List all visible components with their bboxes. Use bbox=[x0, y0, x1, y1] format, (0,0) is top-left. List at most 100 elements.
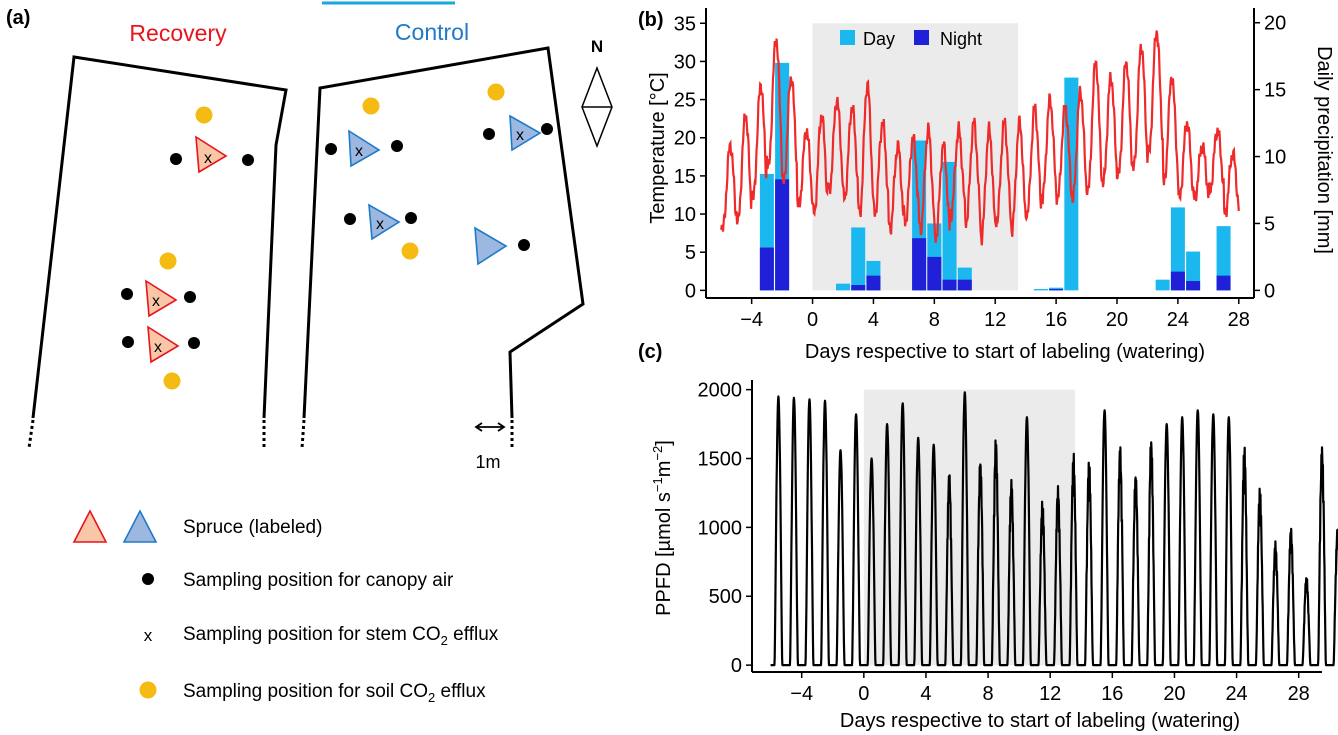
x-tick-label: 0 bbox=[858, 683, 869, 705]
panel-a: (a) Recovery Control N 1m bbox=[6, 1, 613, 705]
soil-position-dot bbox=[163, 372, 181, 390]
x-tick-label: 24 bbox=[1225, 683, 1247, 705]
precip-day-bar bbox=[1155, 279, 1170, 291]
canopy-position-dot bbox=[242, 154, 254, 166]
precip-night-bar bbox=[1170, 271, 1185, 291]
y-tick-label: 15 bbox=[674, 166, 696, 188]
y2-tick-label: 0 bbox=[1264, 280, 1275, 302]
canopy-position-dot bbox=[344, 213, 356, 225]
stem-position-x: x bbox=[204, 150, 212, 167]
precip-night-bar bbox=[775, 179, 790, 291]
precip-night-bar bbox=[1186, 281, 1201, 291]
precip-day-bar bbox=[835, 283, 851, 291]
y-tick-label: 10 bbox=[674, 204, 696, 226]
panel-b-y2-axis-title: Daily precipitation [mm] bbox=[1313, 46, 1335, 254]
panel-a-label: (a) bbox=[6, 7, 30, 29]
recovery-spruce-triangle bbox=[145, 279, 178, 318]
recovery-spruce-triangle bbox=[147, 325, 180, 364]
y-tick-label: 25 bbox=[674, 90, 696, 112]
stem-position-x: x bbox=[376, 216, 384, 233]
legend-night-label: Night bbox=[940, 29, 982, 49]
canopy-position-dot bbox=[518, 239, 530, 251]
x-tick-label: 28 bbox=[1228, 309, 1250, 331]
ppfd-line bbox=[769, 391, 1338, 667]
precip-night-bar bbox=[1049, 289, 1064, 291]
canopy-position-dot bbox=[391, 140, 403, 152]
legend-day-label: Day bbox=[863, 29, 895, 49]
stem-position-x: x bbox=[355, 143, 363, 160]
legend-soil-dot-icon bbox=[139, 681, 157, 699]
scale-label: 1m bbox=[475, 452, 500, 472]
precip-night-bar bbox=[1216, 275, 1231, 291]
panel-c-x-axis-title: Days respective to start of labeling (wa… bbox=[840, 710, 1240, 732]
temperature-line bbox=[720, 30, 1240, 246]
x-tick-label: 4 bbox=[868, 309, 879, 331]
panel-b: (b) 0 5 10 15 20 25 30 35 0 5 10 15 20 −4 0 4 8 12 16 20 24 2… bbox=[638, 8, 1335, 363]
soil-position-dot bbox=[195, 106, 213, 124]
control-spruce-triangle bbox=[509, 114, 542, 152]
control-plot-outline bbox=[302, 46, 585, 419]
x-tick-label: 12 bbox=[984, 309, 1006, 331]
stem-position-x: x bbox=[152, 293, 160, 310]
legend-day-swatch bbox=[840, 30, 855, 45]
panel-b-axes: 0 5 10 15 20 25 30 35 0 5 10 15 20 −4 0 4 8 12 16 20 24 28 bbox=[674, 8, 1286, 331]
x-tick-label: −4 bbox=[740, 309, 763, 331]
recovery-spruce-triangle bbox=[195, 135, 228, 174]
control-left-continuation bbox=[300, 419, 306, 449]
x-tick-label: 4 bbox=[920, 683, 931, 705]
y-tick-label: 20 bbox=[674, 128, 696, 150]
scale-arrow-left-icon bbox=[474, 422, 483, 432]
legend-stem-label: Sampling position for stem CO2 efflux bbox=[183, 624, 499, 648]
panel-b-x-axis-title: Days respective to start of labeling (wa… bbox=[805, 341, 1205, 363]
x-tick-label: 28 bbox=[1288, 683, 1310, 705]
precip-night-bar bbox=[927, 256, 942, 291]
canopy-position-dot bbox=[188, 337, 200, 349]
panel-c-axes: 0 500 1000 1500 2000 −4 0 4 8 12 16 20 24 28 bbox=[698, 380, 1322, 705]
legend-canopy-dot-icon bbox=[142, 573, 154, 585]
recovery-plot-outline bbox=[31, 55, 288, 419]
panel-c-y-axis-title: PPFD [µmol s−1m−2] bbox=[650, 440, 675, 616]
panel-c: (c) 0 500 1000 1500 2000 −4 0 4 8 12 16 20 24 28 Days… bbox=[638, 341, 1338, 732]
y2-tick-label: 20 bbox=[1264, 13, 1286, 35]
y-tick-label: 35 bbox=[674, 13, 696, 35]
y2-tick-label: 10 bbox=[1264, 147, 1286, 169]
x-tick-label: 12 bbox=[1039, 683, 1061, 705]
y-tick-label: 0 bbox=[685, 280, 696, 302]
canopy-position-dot bbox=[541, 123, 553, 135]
y-tick-label: 1000 bbox=[698, 517, 743, 539]
y-tick-label: 1500 bbox=[698, 449, 743, 471]
y-tick-label: 2000 bbox=[698, 380, 743, 402]
soil-position-dot bbox=[159, 252, 177, 270]
precip-day-bar bbox=[1186, 251, 1201, 291]
legend-soil-label: Sampling position for soil CO2 efflux bbox=[183, 681, 486, 705]
y-tick-label: 30 bbox=[674, 51, 696, 73]
legend-spruce-label: Spruce (labeled) bbox=[183, 517, 322, 538]
legend-stem-x-icon: x bbox=[144, 626, 153, 645]
precip-night-bar bbox=[866, 275, 881, 291]
panel-a-legend: Spruce (labeled) Sampling position for c… bbox=[72, 509, 499, 705]
stem-position-x: x bbox=[154, 339, 162, 356]
panel-b-label: (b) bbox=[638, 9, 664, 31]
canopy-position-dot bbox=[325, 143, 337, 155]
x-tick-label: 0 bbox=[807, 309, 818, 331]
y-tick-label: 500 bbox=[709, 586, 742, 608]
control-plot-title: Control bbox=[395, 19, 469, 45]
panel-c-label: (c) bbox=[638, 341, 662, 363]
canopy-position-dot bbox=[122, 336, 134, 348]
precip-night-bar bbox=[957, 279, 972, 291]
stem-position-x: x bbox=[516, 127, 524, 144]
x-tick-label: 20 bbox=[1163, 683, 1185, 705]
precip-day-bar bbox=[1216, 226, 1231, 291]
legend-control-triangle-icon bbox=[122, 509, 158, 543]
control-spruce-unlabeled-triangle bbox=[474, 226, 508, 266]
precip-day-bar bbox=[1170, 207, 1185, 291]
precip-night-bar bbox=[942, 279, 957, 291]
recovery-left-continuation bbox=[27, 419, 35, 449]
precip-night-bar bbox=[759, 247, 774, 291]
y-tick-label: 0 bbox=[731, 655, 742, 677]
scale-arrow-right-icon bbox=[497, 422, 506, 432]
x-tick-label: 8 bbox=[929, 309, 940, 331]
y2-tick-label: 5 bbox=[1264, 213, 1275, 235]
legend-canopy-label: Sampling position for canopy air bbox=[183, 570, 454, 591]
